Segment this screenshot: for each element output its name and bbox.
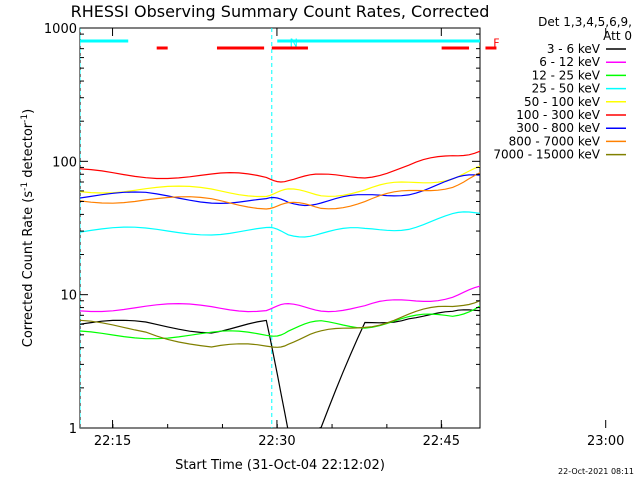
legend-label: 7000 - 15000 keV <box>493 148 600 162</box>
y-axis-label-part: Corrected Count Rate (s <box>21 191 36 348</box>
x-tick-label: 22:45 <box>423 434 460 449</box>
series-line-8 <box>80 172 480 210</box>
footer-timestamp: 22-Oct-2021 08:11 <box>558 467 634 476</box>
legend-label: 50 - 100 keV <box>524 95 601 109</box>
annotation-label: F <box>493 36 499 49</box>
series-line-4 <box>80 211 480 238</box>
x-tick-label: 22:30 <box>258 434 295 449</box>
annotation-label: N <box>290 36 298 49</box>
y-axis-label-part: -1 <box>20 114 30 123</box>
y-tick-label: 1000 <box>44 22 77 37</box>
series-line-7 <box>80 174 480 207</box>
legend-label: 3 - 6 keV <box>547 42 601 56</box>
series-line-6 <box>80 150 480 183</box>
y-axis-label: Corrected Count Rate (s-1 detector-1) <box>20 109 36 347</box>
x-axis-label: Start Time (31-Oct-04 22:12:02) <box>175 458 385 473</box>
y-axis-label-part: ) <box>21 109 36 114</box>
legend-label: 12 - 25 keV <box>532 68 601 82</box>
legend-label: 100 - 300 keV <box>516 108 600 122</box>
x-tick-label: 23:00 <box>587 434 624 449</box>
y-axis-label-part: -1 <box>20 182 30 191</box>
y-tick-label: 100 <box>52 155 77 170</box>
legend-label: 300 - 800 keV <box>516 121 600 135</box>
series-line-2 <box>80 285 480 313</box>
legend-label: 6 - 12 keV <box>539 55 601 69</box>
series-group <box>80 150 480 428</box>
series-line-5 <box>80 165 480 198</box>
legend-label: 800 - 7000 keV <box>509 134 601 148</box>
y-axis-label-part: detector <box>21 122 36 182</box>
y-tick-label: 10 <box>60 289 77 304</box>
series-line-3 <box>80 305 480 340</box>
x-tick-label: 22:15 <box>94 434 131 449</box>
series-line-1 <box>80 309 480 428</box>
chart-title: RHESSI Observing Summary Count Rates, Co… <box>71 2 490 21</box>
axis-ticks: 22:1522:3022:4523:0023:1523:3023:4511010… <box>44 22 625 449</box>
legend-header: Det 1,3,4,5,6,9, <box>538 15 632 29</box>
y-tick-label: 1 <box>69 422 77 437</box>
series-line-9 <box>80 300 480 348</box>
legend-label: 25 - 50 keV <box>532 82 601 96</box>
legend-header: Att 0 <box>603 29 632 43</box>
